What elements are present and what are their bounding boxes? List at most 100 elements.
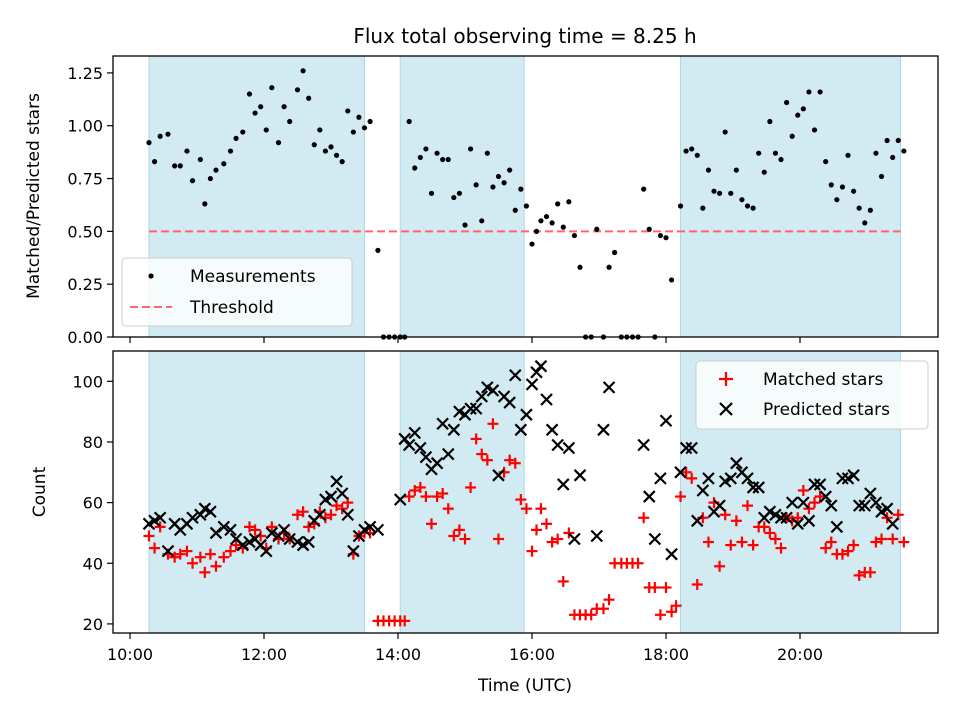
measurement-point bbox=[495, 173, 502, 180]
predicted-star-point bbox=[724, 472, 738, 485]
matched-star-point bbox=[848, 539, 860, 551]
matched-star-point bbox=[730, 515, 742, 527]
matched-star-point bbox=[747, 539, 759, 551]
measurement-point bbox=[538, 218, 544, 224]
cross-b bbox=[302, 535, 315, 549]
cross-b bbox=[702, 472, 715, 485]
y-tick-label: 40 bbox=[83, 554, 103, 573]
measurement-point bbox=[884, 137, 890, 144]
matched-stars-legend-label: Matched stars bbox=[763, 370, 883, 390]
measurement-point bbox=[507, 167, 513, 173]
measurements-legend-marker bbox=[148, 273, 154, 279]
cross-b bbox=[808, 478, 821, 491]
matched-star-point bbox=[666, 606, 678, 618]
matched-star-point bbox=[853, 569, 865, 581]
predicted-star-point bbox=[302, 535, 315, 549]
cross-b bbox=[335, 487, 349, 500]
cross-b bbox=[453, 405, 466, 418]
y-tick-label: 1.00 bbox=[67, 117, 103, 136]
matched-star-point bbox=[702, 536, 714, 548]
measurement-point bbox=[828, 182, 834, 188]
predicted-star-point bbox=[797, 496, 810, 509]
cross-b bbox=[637, 438, 650, 452]
cross-b bbox=[291, 535, 304, 549]
matched-star-point bbox=[409, 484, 421, 496]
measurement-point bbox=[646, 226, 652, 232]
cross-b bbox=[802, 514, 816, 528]
measurement-point bbox=[197, 156, 203, 163]
cross-b bbox=[486, 384, 500, 397]
predicted-star-point bbox=[204, 505, 217, 518]
cross-b bbox=[313, 508, 327, 522]
matched-star-point bbox=[448, 530, 460, 542]
matched-star-point bbox=[403, 491, 415, 503]
measurement-point bbox=[233, 135, 239, 141]
cross-b bbox=[864, 487, 877, 500]
predicted-star-point bbox=[713, 499, 726, 512]
measurement-point bbox=[711, 188, 717, 194]
cross-b bbox=[597, 423, 610, 437]
measurement-point bbox=[146, 140, 152, 146]
predicted-star-point bbox=[436, 417, 449, 431]
matched-star-point bbox=[758, 521, 770, 533]
cross-b bbox=[265, 526, 279, 540]
predicted-star-point bbox=[283, 532, 296, 546]
cross-b bbox=[393, 493, 407, 506]
measurement-point bbox=[263, 127, 269, 133]
matched-star-point bbox=[714, 560, 726, 572]
matched-star-point bbox=[898, 536, 910, 548]
chart-title: Flux total observing time = 8.25 h bbox=[353, 24, 696, 48]
measurement-point bbox=[549, 220, 555, 226]
predicted-star-point bbox=[540, 393, 553, 406]
matched-star-point bbox=[515, 494, 527, 506]
top-panel-x-ticks bbox=[129, 337, 801, 343]
predicted-star-point bbox=[836, 472, 849, 485]
top-legend-box bbox=[121, 257, 353, 327]
predicted-star-point bbox=[545, 423, 559, 437]
measurement-point bbox=[287, 118, 293, 125]
cross-b bbox=[525, 378, 539, 391]
x-tick-label: 18:00 bbox=[643, 645, 689, 664]
cross-b bbox=[534, 359, 548, 373]
cross-b bbox=[508, 368, 522, 382]
matched-star-point bbox=[535, 503, 547, 515]
measurement-point bbox=[571, 232, 578, 239]
matched-star-point bbox=[399, 615, 411, 627]
cross-b bbox=[248, 532, 262, 546]
measurement-point bbox=[462, 222, 468, 228]
predicted-star-point bbox=[785, 496, 799, 509]
matched-star-point bbox=[742, 500, 754, 512]
measurement-point bbox=[479, 218, 485, 224]
top-legend: Measurements Threshold bbox=[121, 257, 353, 327]
cross-b bbox=[254, 538, 267, 552]
cross-b bbox=[277, 523, 291, 537]
cross-b bbox=[402, 438, 416, 452]
predicted-star-point bbox=[217, 520, 231, 534]
predicted-star-point bbox=[847, 469, 860, 482]
cross-b bbox=[363, 520, 377, 534]
y-tick-label: 0.25 bbox=[67, 275, 103, 294]
predicted-star-point bbox=[802, 514, 816, 528]
x-tick-label: 20:00 bbox=[777, 645, 823, 664]
matched-star-point bbox=[493, 533, 504, 545]
measurement-point bbox=[772, 150, 779, 156]
cross-b bbox=[209, 526, 223, 540]
cross-b bbox=[492, 469, 505, 482]
cross-b bbox=[685, 441, 698, 455]
cross-b bbox=[774, 511, 788, 525]
bottom-panel-ylabel: Count bbox=[30, 466, 50, 517]
cross-b bbox=[836, 472, 849, 485]
measurement-point bbox=[467, 146, 474, 152]
measurement-point bbox=[668, 277, 675, 283]
cross-b bbox=[224, 523, 237, 537]
bottom-panel-x-axis: 10:00 12:00 14:00 16:00 18:00 20:00 bbox=[107, 633, 823, 664]
measurement-point bbox=[440, 156, 446, 163]
measurement-point bbox=[683, 148, 689, 154]
predicted-star-point bbox=[335, 487, 349, 500]
cross-b bbox=[186, 511, 199, 525]
measurement-point bbox=[361, 125, 368, 131]
measurement-point bbox=[834, 197, 840, 203]
predicted-star-point bbox=[886, 517, 899, 531]
predicted-star-point bbox=[869, 496, 883, 509]
measurement-point bbox=[767, 118, 773, 125]
